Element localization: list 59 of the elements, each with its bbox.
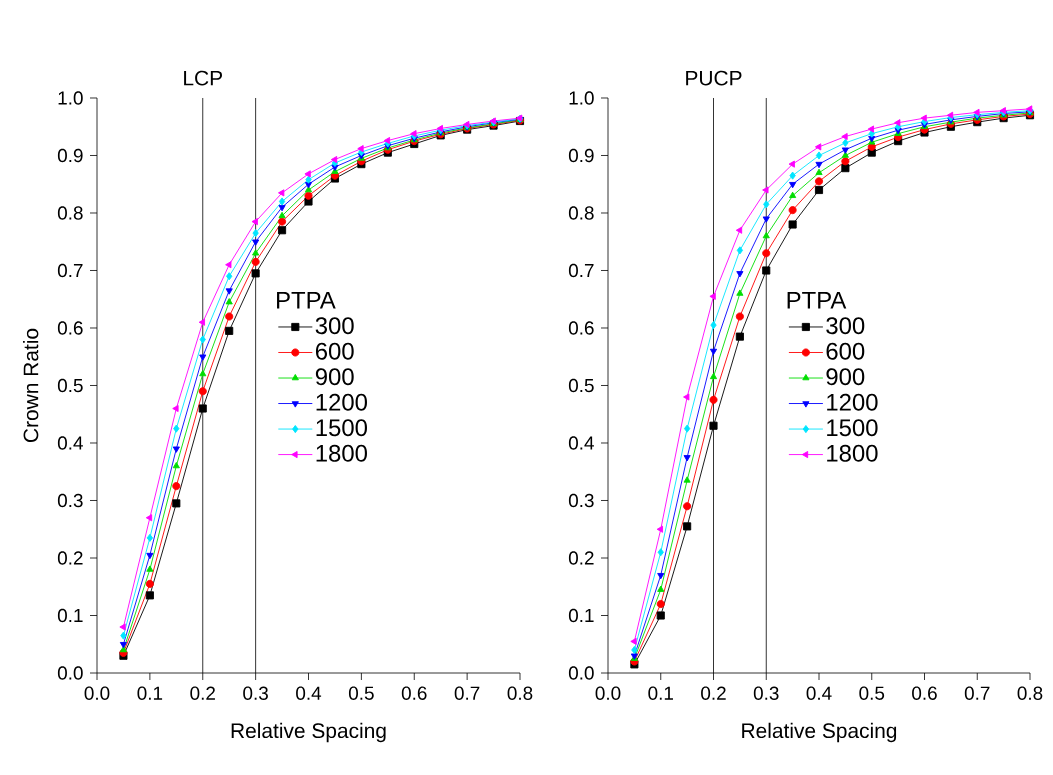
y-tick-label: 1.0 xyxy=(569,91,594,105)
y-tick-label: 0.0 xyxy=(57,666,83,680)
x-axis-title: Relative Spacing xyxy=(742,722,897,743)
y-tick-label: 0.6 xyxy=(57,321,83,335)
y-tick-label: 0.3 xyxy=(568,493,594,508)
x-tick-label: 0.4 xyxy=(296,686,322,700)
y-tick-label: 0.2 xyxy=(57,551,83,565)
legend-label: 1500 xyxy=(827,419,878,437)
legend-label: 900 xyxy=(826,368,865,386)
x-tick-label: 0.3 xyxy=(753,686,779,700)
legend-label: 1800 xyxy=(316,444,367,462)
y-tick-label: 0.4 xyxy=(568,436,594,450)
legend-title: PTPA xyxy=(787,291,847,309)
y-tick-label: 0.1 xyxy=(568,608,594,623)
legend-label: 600 xyxy=(315,342,354,360)
chart-title: LCP xyxy=(184,70,222,86)
y-tick-label: 0.9 xyxy=(57,148,83,163)
y-tick-label: 0.4 xyxy=(57,436,83,450)
y-tick-label: 0.6 xyxy=(568,321,594,335)
chart-title: PUCP xyxy=(686,70,742,86)
legend-label: 1200 xyxy=(316,393,367,411)
y-axis-title: Crown Ratio xyxy=(23,328,39,442)
y-tick-label: 0.8 xyxy=(568,206,594,220)
x-tick-label: 0.0 xyxy=(84,686,110,700)
x-axis-title: Relative Spacing xyxy=(231,722,386,743)
y-tick-label: 0.8 xyxy=(57,206,83,220)
legend-label: 900 xyxy=(315,368,354,386)
y-tick-label: 0.1 xyxy=(57,608,83,623)
x-tick-label: 0.4 xyxy=(806,686,832,700)
x-tick-label: 0.3 xyxy=(243,686,268,700)
y-tick-label: 0.7 xyxy=(57,263,83,278)
x-tick-label: 0.5 xyxy=(348,686,374,700)
y-tick-label: 0.5 xyxy=(568,378,594,393)
x-tick-label: 0.6 xyxy=(912,686,937,700)
x-tick-label: 0.2 xyxy=(701,686,726,700)
x-tick-label: 0.6 xyxy=(401,686,427,700)
x-tick-label: 0.7 xyxy=(454,686,480,700)
y-tick-label: 0.7 xyxy=(568,263,594,278)
legend-label: 1800 xyxy=(827,444,878,462)
x-tick-label: 0.0 xyxy=(595,686,621,700)
x-tick-label: 0.7 xyxy=(964,686,990,700)
x-tick-label: 0.2 xyxy=(190,686,215,700)
x-tick-label: 0.8 xyxy=(1017,686,1043,700)
x-tick-label: 0.1 xyxy=(137,686,163,700)
legend-label: 1500 xyxy=(316,419,367,437)
y-tick-label: 0.9 xyxy=(568,148,594,163)
y-tick-label: 0.5 xyxy=(57,378,83,393)
x-tick-label: 0.1 xyxy=(648,686,673,700)
legend-label: 300 xyxy=(826,317,865,335)
legend-title: PTPA xyxy=(277,291,336,309)
legend-label: 300 xyxy=(315,317,354,335)
y-tick-label: 0.2 xyxy=(568,551,594,565)
x-tick-label: 0.8 xyxy=(507,686,533,700)
y-tick-label: 0.3 xyxy=(57,493,83,508)
legend-label: 600 xyxy=(826,342,865,360)
y-tick-label: 0.0 xyxy=(568,666,594,680)
legend-label: 1200 xyxy=(827,393,878,411)
x-tick-label: 0.5 xyxy=(859,686,885,700)
y-tick-label: 1.0 xyxy=(58,91,83,105)
